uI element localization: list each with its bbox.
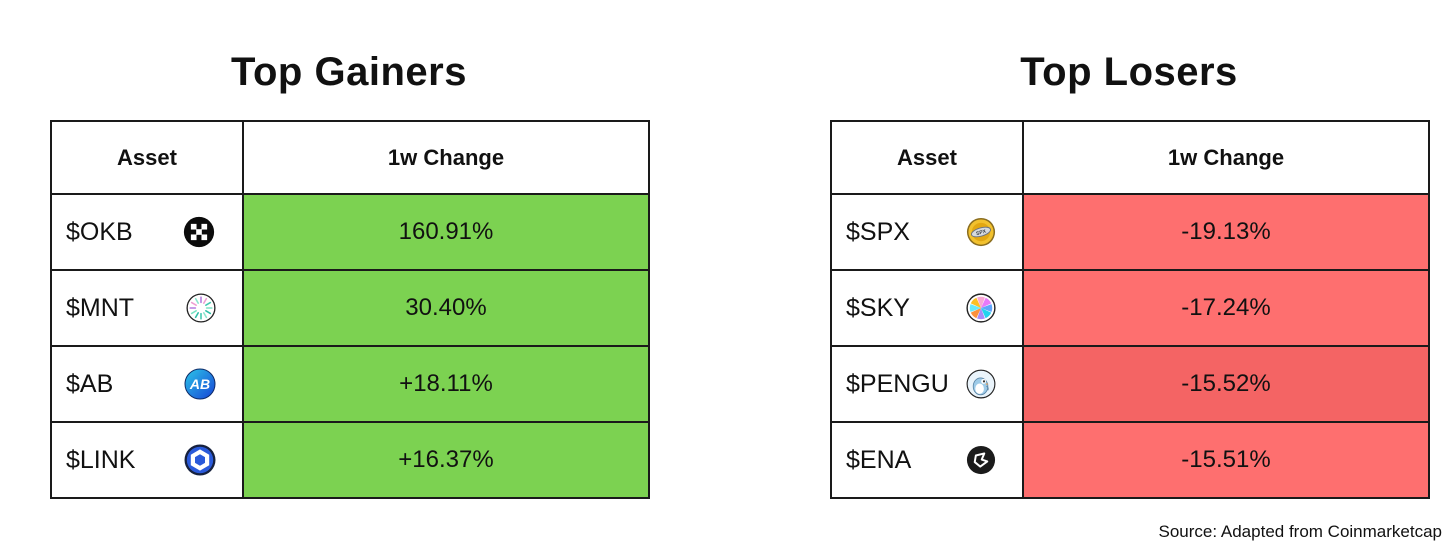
- change-value: +16.37%: [242, 421, 650, 499]
- asset-ticker: $LINK: [66, 445, 136, 474]
- change-value: +18.11%: [242, 345, 650, 423]
- change-value: -15.51%: [1022, 421, 1430, 499]
- change-value: 160.91%: [242, 193, 650, 271]
- asset-ticker: $ENA: [846, 445, 912, 474]
- change-value: -19.13%: [1022, 193, 1430, 271]
- asset-ticker: $AB: [66, 369, 114, 398]
- losers-title: Top Losers: [1020, 50, 1238, 94]
- svg-text:SPX: SPX: [976, 228, 988, 237]
- header-row: Asset 1w Change: [50, 120, 650, 195]
- column-header-change: 1w Change: [1022, 120, 1430, 195]
- losers-table: Asset 1w Change $SPX SPX: [830, 120, 1430, 499]
- asset-ticker: $MNT: [66, 293, 135, 322]
- asset-ticker: $PENGU: [846, 369, 949, 398]
- okb-icon: [182, 215, 216, 249]
- pengu-icon: [966, 369, 996, 399]
- link-icon: [184, 444, 216, 476]
- spx-icon: SPX: [966, 217, 996, 247]
- asset-ticker: $OKB: [66, 217, 133, 246]
- mnt-icon: [186, 293, 216, 323]
- source-note: Source: Adapted from Coinmarketcap: [1158, 522, 1442, 541]
- change-value: 30.40%: [242, 269, 650, 347]
- change-value: -17.24%: [1022, 269, 1430, 347]
- asset-ticker: $SPX: [846, 217, 910, 246]
- table-row: $MNT: [50, 269, 650, 347]
- losers-panel: Top Losers Asset 1w Change $SPX: [830, 0, 1430, 552]
- header-row: Asset 1w Change: [830, 120, 1430, 195]
- table-row: $OKB 160.91%: [50, 193, 650, 271]
- sky-icon: [966, 293, 996, 323]
- gainers-title: Top Gainers: [231, 50, 467, 94]
- table-row: $SPX SPX -19.13%: [830, 193, 1430, 271]
- gainers-table: Asset 1w Change $OKB: [50, 120, 650, 499]
- column-header-change: 1w Change: [242, 120, 650, 195]
- table-row: $ENA -15.51%: [830, 421, 1430, 499]
- svg-text:AB: AB: [189, 376, 210, 392]
- gainers-panel: Top Gainers Asset 1w Change $OKB: [50, 0, 650, 552]
- asset-ticker: $SKY: [846, 293, 910, 322]
- ena-icon: [966, 445, 996, 475]
- change-value: -15.52%: [1022, 345, 1430, 423]
- column-header-asset: Asset: [50, 120, 244, 195]
- table-row: $PENGU -15.52%: [830, 345, 1430, 423]
- column-header-asset: Asset: [830, 120, 1024, 195]
- table-row: $SKY: [830, 269, 1430, 347]
- table-row: $AB AB: [50, 345, 650, 423]
- ab-icon: AB: [184, 368, 216, 400]
- table-row: $LINK +16.37%: [50, 421, 650, 499]
